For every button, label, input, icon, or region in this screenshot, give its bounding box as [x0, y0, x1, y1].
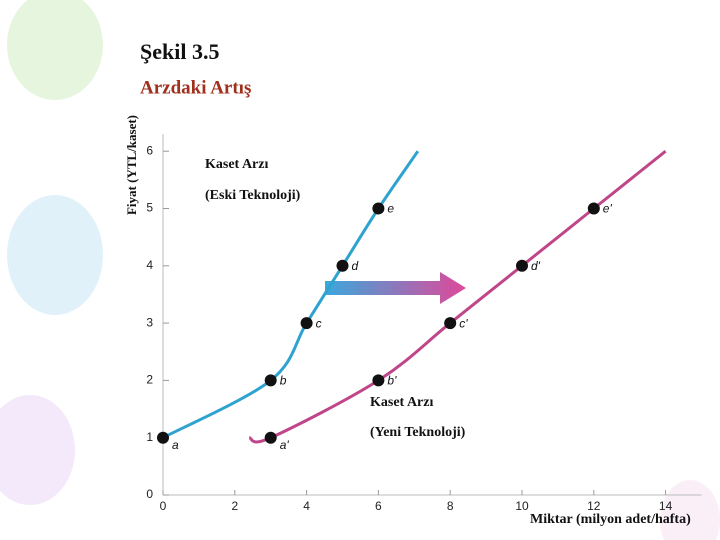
point	[264, 374, 277, 387]
point	[372, 202, 385, 215]
point	[587, 202, 600, 215]
annotation: (Eski Teknoloji)	[205, 188, 301, 203]
point-label: e'	[603, 202, 613, 216]
point	[264, 431, 277, 444]
shift-arrow	[325, 272, 466, 304]
y-tick-label: 2	[146, 373, 153, 387]
point	[516, 259, 528, 272]
annotation: (Yeni Teknoloji)	[370, 425, 466, 440]
y-tick-label: 5	[146, 201, 153, 215]
point-label: a'	[280, 438, 290, 452]
x-tick-label: 14	[659, 499, 673, 513]
title: Şekil 3.5	[140, 39, 219, 64]
point-label: b'	[387, 374, 397, 388]
x-axis-label: Miktar (milyon adet/hafta)	[530, 512, 691, 527]
supply-curve	[248, 150, 667, 444]
x-tick-label: 4	[303, 499, 310, 513]
y-tick-label: 4	[146, 258, 153, 272]
y-tick-label: 1	[146, 430, 153, 444]
point-label: d	[352, 259, 359, 273]
x-tick-label: 10	[515, 499, 529, 513]
x-tick-label: 12	[587, 499, 601, 513]
y-axis-label: Fiyat (YTL/kaset)	[124, 115, 139, 215]
point	[157, 431, 169, 444]
y-tick-label: 3	[146, 315, 153, 329]
point-label: a	[172, 438, 179, 452]
point	[336, 259, 349, 272]
y-tick-label: 6	[146, 143, 153, 157]
x-tick-label: 2	[231, 499, 238, 513]
point-label: d'	[531, 259, 541, 273]
point-label: e	[387, 202, 394, 216]
subtitle: Arzdaki Artış	[140, 77, 251, 98]
point-label: c'	[459, 316, 468, 330]
point	[300, 317, 313, 330]
annotation: Kaset Arzı	[205, 157, 268, 172]
y-tick-label: 0	[146, 487, 153, 501]
x-tick-label: 0	[160, 499, 167, 513]
point	[444, 317, 457, 330]
x-tick-label: 8	[447, 499, 454, 513]
point	[372, 374, 385, 387]
point-label: b	[280, 374, 287, 388]
annotation: Kaset Arzı	[370, 395, 433, 410]
point-label: c	[316, 316, 322, 330]
x-tick-label: 6	[375, 499, 382, 513]
